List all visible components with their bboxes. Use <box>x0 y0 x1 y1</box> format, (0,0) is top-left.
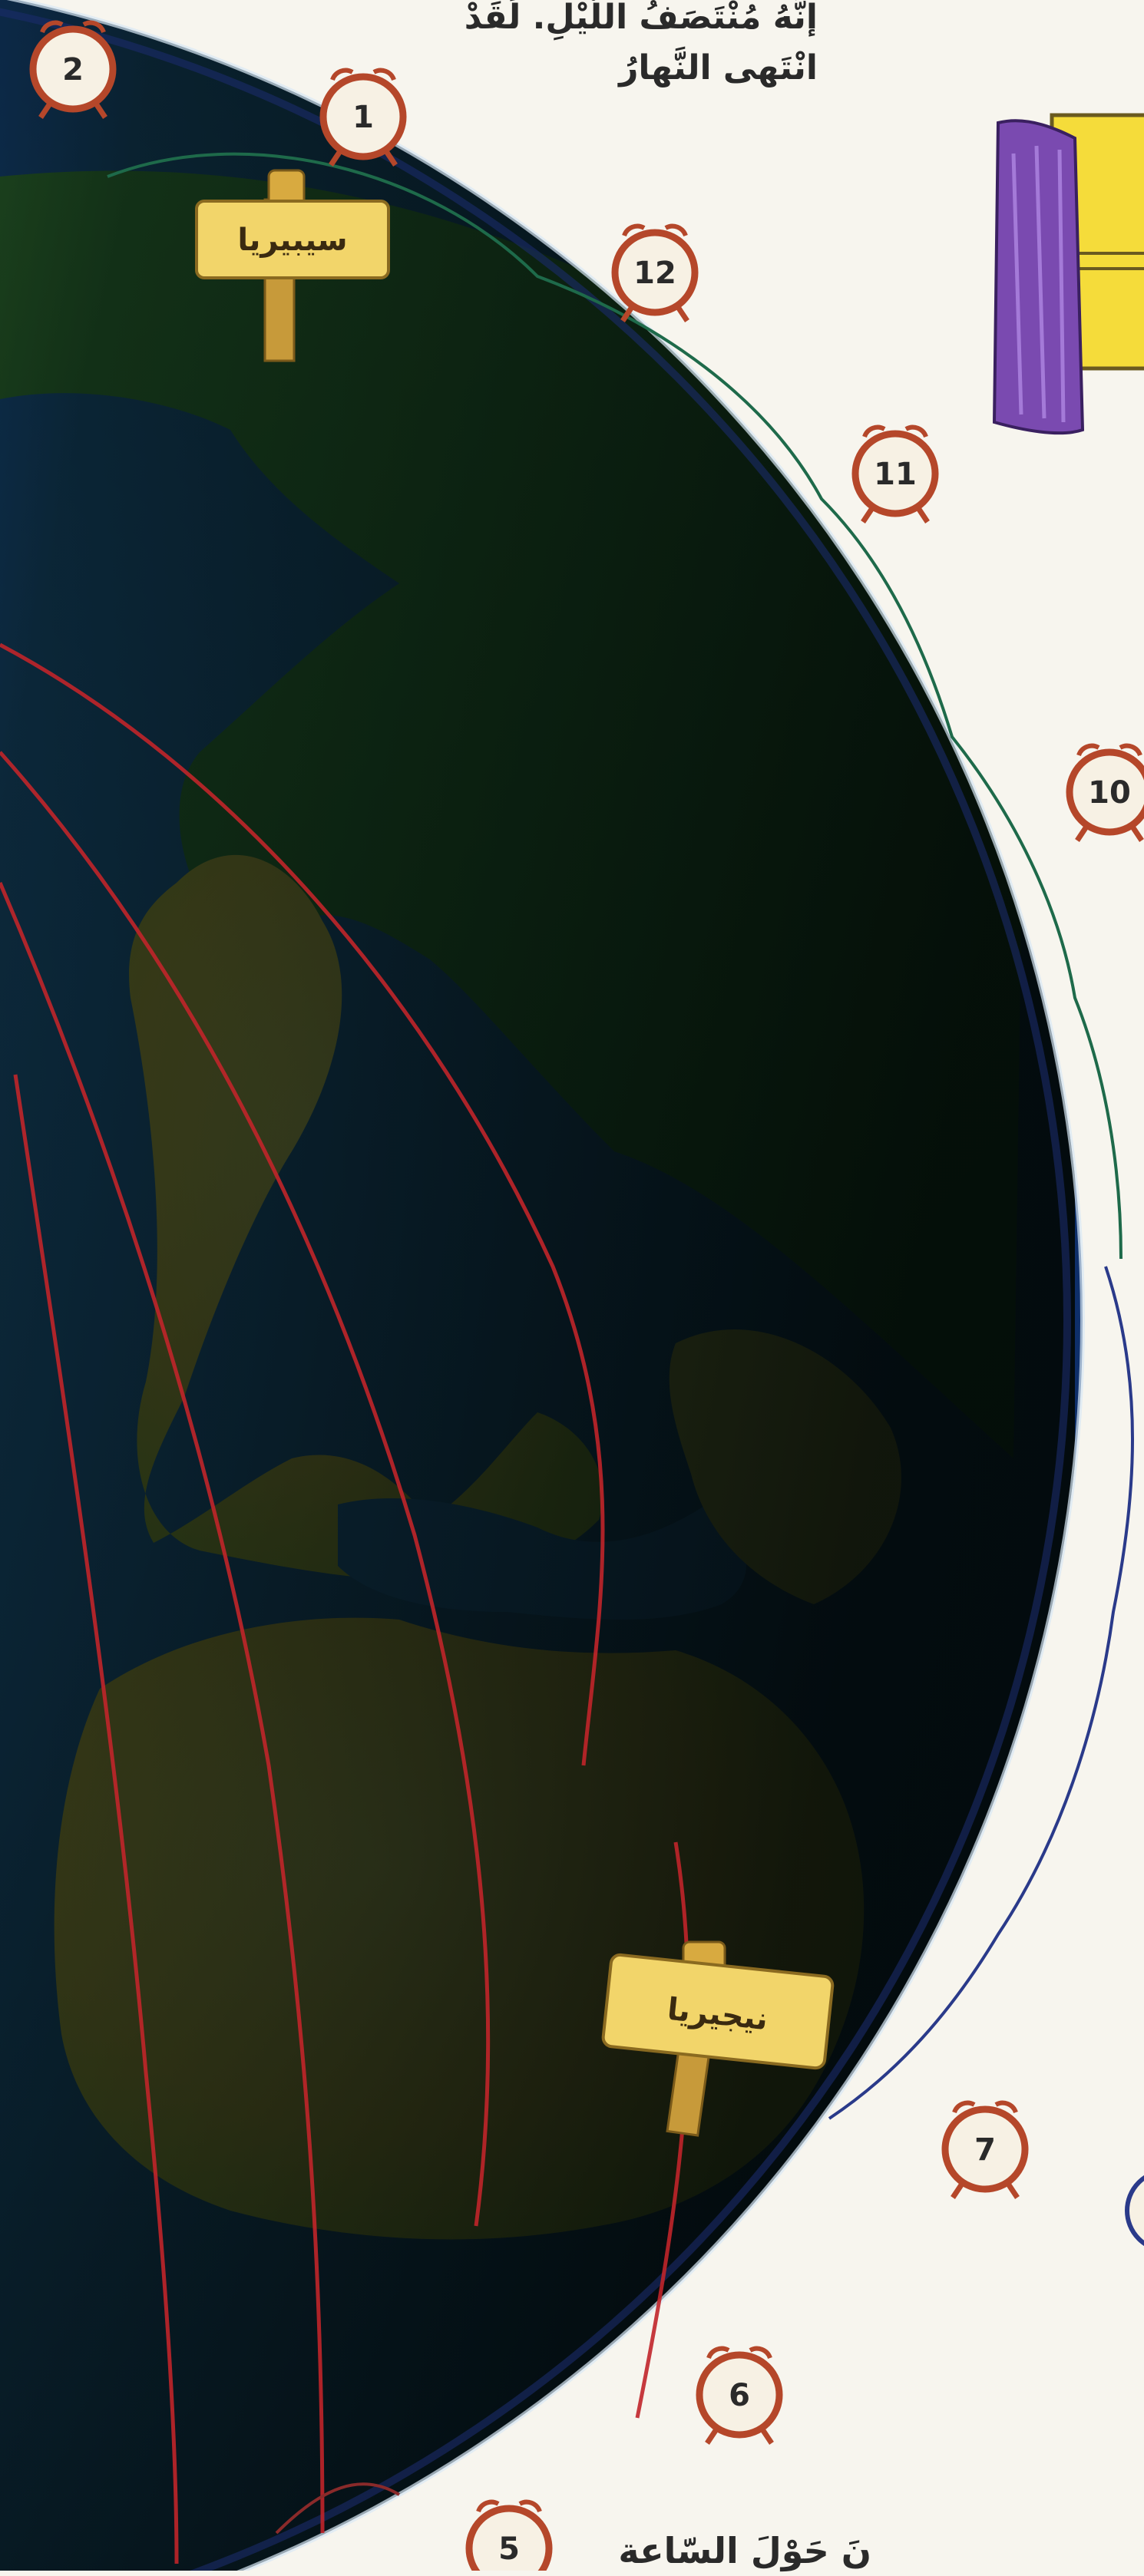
clock-10-icon: 10 <box>1066 743 1144 842</box>
svg-text:12: 12 <box>633 256 676 291</box>
window-illustration <box>992 113 1144 435</box>
clock-1-icon: 1 <box>319 68 407 167</box>
svg-text:7: 7 <box>974 2132 996 2168</box>
svg-text:2: 2 <box>62 52 84 88</box>
siberia-label: سيبيريا <box>237 223 347 258</box>
svg-text:6: 6 <box>729 2378 750 2413</box>
top-caption: إنَّهُ مُنْتَصَفُ اللَّيْلِ. لَقَدْ انْت… <box>357 0 818 94</box>
meridian-lines <box>0 642 690 2564</box>
top-caption-line-1: إنَّهُ مُنْتَصَفُ اللَّيْلِ. لَقَدْ <box>464 0 818 37</box>
clock-5-icon: 5 <box>465 2499 553 2571</box>
svg-text:5: 5 <box>498 2531 520 2567</box>
nigeria-sign: نيجيريا <box>601 1940 835 2137</box>
alarm-clocks: 2 1 12 11 <box>29 20 1144 2571</box>
clock-11-icon: 11 <box>851 424 939 523</box>
svg-text:1: 1 <box>352 100 374 135</box>
clock-12-icon: 12 <box>611 223 699 322</box>
siberia-sign: سيبيريا <box>195 169 390 362</box>
globe <box>0 0 1085 2571</box>
clock-6-icon: 6 <box>696 2346 783 2445</box>
bottom-caption: نَ حَوْلَ السّاعة <box>618 2530 871 2571</box>
clock-7-icon: 7 <box>941 2100 1029 2199</box>
svg-text:10: 10 <box>1088 775 1131 811</box>
svg-text:11: 11 <box>874 457 917 492</box>
orbit-loops <box>107 152 1134 2535</box>
clock-2-icon: 2 <box>29 20 117 119</box>
top-caption-line-2: انْتَهى النَّهارُ <box>619 48 818 88</box>
clock-partial-icon <box>1125 2175 1144 2247</box>
